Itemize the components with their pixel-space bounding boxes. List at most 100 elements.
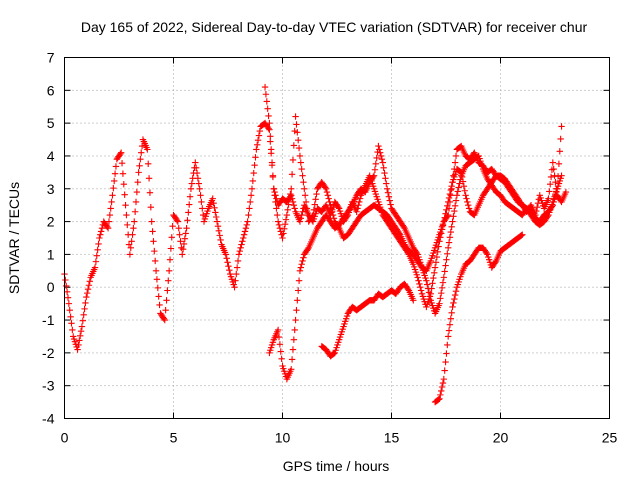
data-point: [552, 179, 559, 186]
data-point: [448, 223, 455, 231]
data-point: [125, 241, 133, 248]
data-point: [288, 356, 296, 363]
data-point: [128, 238, 135, 245]
data-point: [431, 269, 438, 276]
data-point: [266, 126, 273, 133]
data-point: [379, 159, 386, 166]
data-point: [429, 280, 436, 287]
data-point: [284, 206, 291, 213]
data-point: [234, 257, 242, 265]
data-point: [432, 259, 440, 266]
y-tick-label: 0: [47, 279, 55, 295]
y-tick-label: -1: [42, 312, 55, 328]
data-point: [452, 152, 460, 160]
y-tick-label: -2: [42, 345, 55, 361]
data-point: [425, 289, 433, 296]
data-point: [188, 180, 196, 187]
data-point: [380, 164, 387, 171]
data-point: [436, 300, 443, 307]
data-point: [246, 205, 253, 212]
data-point: [415, 277, 422, 284]
y-axis-label: SDTVAR / TECUs: [6, 182, 22, 294]
data-point: [147, 203, 155, 211]
data-point: [199, 205, 206, 212]
data-point: [557, 135, 564, 143]
data-point: [274, 326, 282, 334]
data-point: [245, 211, 252, 219]
data-point: [426, 293, 434, 300]
data-point: [107, 205, 114, 212]
data-point: [396, 230, 403, 237]
data-point: [438, 289, 445, 297]
data-point: [457, 176, 464, 183]
data-point: [194, 175, 202, 182]
y-tick-label: -4: [42, 411, 55, 427]
data-point: [274, 218, 282, 225]
data-point: [289, 198, 297, 206]
data-point: [271, 192, 278, 199]
data-point: [519, 231, 526, 238]
data-point: [304, 245, 311, 253]
data-point: [209, 195, 216, 202]
data-point: [298, 261, 305, 268]
data-point: [290, 142, 298, 149]
data-point: [378, 156, 386, 163]
data-point: [442, 210, 449, 217]
data-point: [549, 159, 557, 166]
data-point: [94, 246, 101, 254]
series-track-d: [318, 280, 417, 360]
data-point: [296, 218, 304, 225]
data-point: [224, 259, 231, 266]
data-point: [296, 267, 304, 275]
data-point: [173, 217, 181, 224]
data-point: [85, 282, 93, 289]
data-point: [424, 281, 431, 288]
data-point: [483, 249, 490, 257]
data-point: [558, 172, 565, 179]
data-point: [377, 152, 385, 160]
data-point: [106, 211, 114, 219]
data-point: [211, 204, 218, 212]
data-point: [400, 223, 407, 231]
data-point: [454, 188, 461, 195]
data-point: [291, 326, 298, 334]
data-point: [369, 173, 377, 181]
data-point: [311, 201, 318, 208]
data-point: [384, 189, 392, 196]
data-point: [356, 198, 363, 206]
data-point: [179, 251, 186, 258]
data-point: [187, 185, 195, 192]
data-point: [446, 190, 454, 198]
data-point: [129, 231, 136, 238]
data-point: [438, 383, 446, 391]
data-point: [134, 179, 141, 186]
series-track-e: [431, 231, 526, 406]
data-point: [446, 321, 454, 328]
data-point: [273, 195, 280, 202]
data-point: [97, 228, 105, 235]
data-point: [297, 159, 305, 166]
data-point: [437, 391, 444, 399]
data-point: [443, 206, 450, 213]
data-point: [169, 222, 176, 230]
data-point: [247, 192, 255, 199]
data-point: [547, 180, 554, 188]
data-point: [144, 146, 151, 153]
plot-frame: [64, 57, 610, 419]
data-point: [84, 285, 92, 293]
data-point: [216, 232, 223, 239]
data-point: [276, 224, 284, 232]
data-point: [288, 171, 296, 178]
data-point: [145, 160, 152, 168]
data-point: [303, 205, 311, 212]
data-point: [156, 301, 163, 309]
data-point: [120, 180, 127, 188]
data-point: [372, 160, 380, 168]
data-point: [296, 152, 304, 160]
data-point: [214, 222, 222, 230]
data-point: [226, 266, 233, 274]
data-point: [161, 316, 168, 324]
data-point: [440, 375, 448, 383]
data-point: [453, 192, 461, 199]
data-point: [126, 251, 134, 258]
